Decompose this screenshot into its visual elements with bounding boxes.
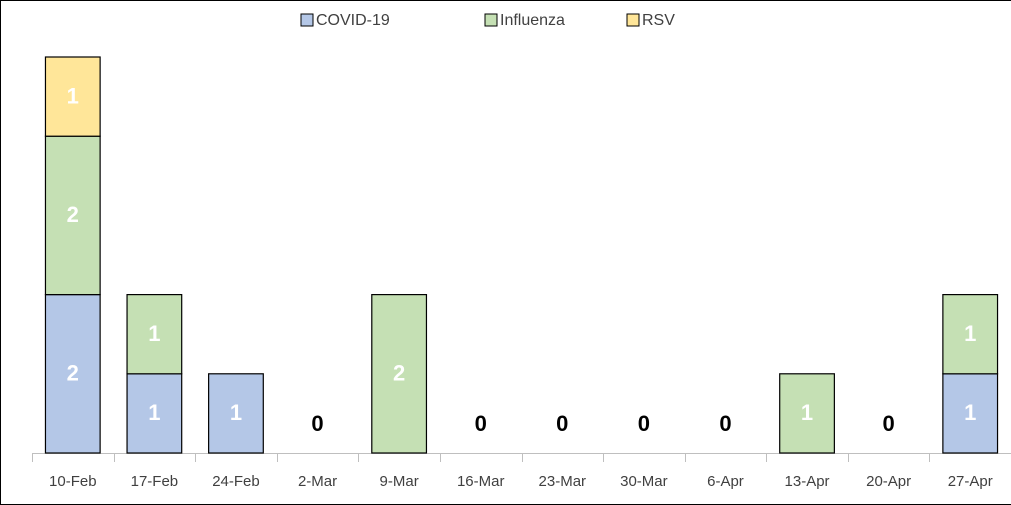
data-label: 2: [67, 361, 79, 386]
bar-segment: [44, 135, 101, 296]
data-label: 0: [719, 411, 731, 436]
data-label: 0: [311, 411, 323, 436]
x-tick-label: 17-Feb: [131, 473, 179, 490]
x-tick-label: 16-Mar: [457, 473, 505, 490]
bar-segment: [44, 56, 101, 137]
x-tick-label: 9-Mar: [380, 473, 419, 490]
data-label: 2: [393, 361, 405, 386]
data-label: 1: [67, 83, 79, 108]
bar-segment: [779, 373, 835, 454]
data-label: 1: [148, 321, 160, 346]
data-label: 2: [67, 202, 79, 227]
legend-label: Influenza: [500, 12, 565, 29]
data-label: 1: [964, 321, 976, 346]
x-tick-label: 24-Feb: [212, 473, 260, 490]
x-tick-label: 6-Apr: [707, 473, 744, 490]
data-label: 0: [883, 411, 895, 436]
data-label: 1: [230, 400, 242, 425]
legend-label: COVID-19: [316, 12, 390, 29]
legend-swatch: [626, 13, 640, 27]
legend-swatch: [484, 13, 498, 27]
bar-segment: [126, 373, 183, 454]
data-label: 1: [148, 400, 160, 425]
legend-swatch: [300, 13, 314, 27]
x-tick-label: 30-Mar: [620, 473, 668, 490]
x-tick-label: 10-Feb: [49, 473, 97, 490]
x-tick-label: 20-Apr: [866, 473, 911, 490]
bar-segment: [371, 294, 428, 454]
bar-segment: [208, 373, 264, 454]
data-label: 0: [475, 411, 487, 436]
data-label: 0: [556, 411, 568, 436]
bar-segment: [126, 294, 183, 375]
legend-label: RSV: [642, 12, 675, 29]
x-tick-label: 2-Mar: [298, 473, 337, 490]
data-label: 0: [638, 411, 650, 436]
x-tick-label: 13-Apr: [785, 473, 830, 490]
data-label: 1: [964, 400, 976, 425]
data-label: 1: [801, 400, 813, 425]
bar-segment: [44, 294, 101, 454]
x-tick-label: 23-Mar: [539, 473, 587, 490]
bar-segment: [942, 373, 999, 454]
x-tick-label: 27-Apr: [948, 473, 993, 490]
bar-segment: [942, 294, 999, 375]
